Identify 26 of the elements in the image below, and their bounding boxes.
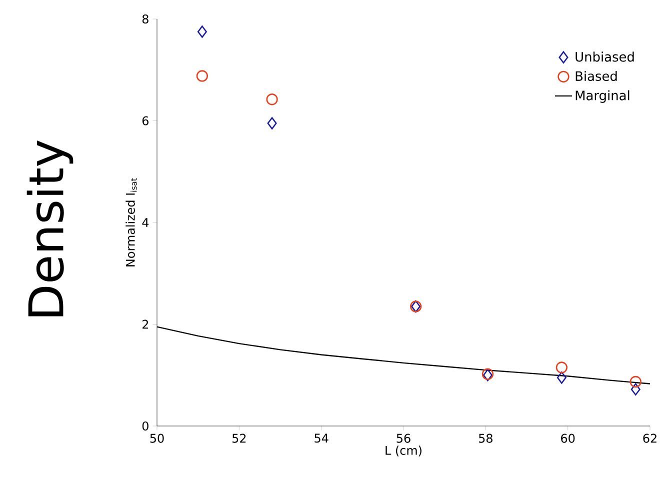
y-tick-label: 2 [142,320,148,329]
point [266,94,278,106]
x-tick-label: 60 [561,434,575,443]
point [630,376,642,388]
x-axis-title: L (cm) [386,446,422,456]
point [197,26,207,38]
x-tick-label: 52 [232,434,246,443]
legend-label: Unbiased [576,52,634,62]
y-tick-label: 8 [142,14,148,24]
point [556,372,566,384]
point [196,70,208,82]
y-tick-label: 6 [142,116,148,126]
x-tick-label: 58 [478,434,492,443]
legend-label: Biased [576,70,617,82]
x-tick-label: 50 [150,434,164,443]
point [267,117,277,130]
y-tick-label: 0 [142,421,148,431]
x-tick-label: 56 [396,434,410,443]
point [556,362,568,374]
x-tick-label: 62 [643,434,656,443]
x-tick-label: 54 [314,434,328,443]
y-tick-label: 4 [142,218,149,227]
text: Density [26,140,74,316]
legend-label: Marginal [576,90,630,103]
point [630,383,640,396]
y-axis-title: Normalized I$_{isat}$ [126,178,137,266]
